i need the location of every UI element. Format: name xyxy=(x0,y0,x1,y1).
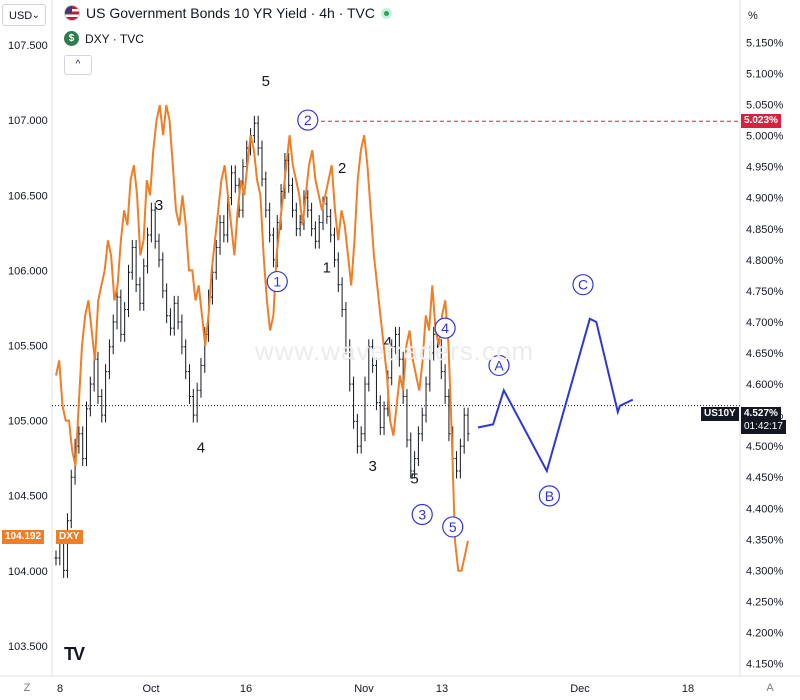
right-axis-tick-label: 5.000% xyxy=(746,131,784,143)
target-price-badge: 5.023% xyxy=(741,114,781,129)
wave-circle-marker xyxy=(572,274,594,296)
wave-circle-label: C xyxy=(578,277,588,293)
right-axis-tick-label: 4.500% xyxy=(746,441,784,453)
wave-circle-marker xyxy=(442,516,464,538)
left-axis-tick-label: 107.000 xyxy=(8,115,48,127)
wave-circle-label: A xyxy=(494,357,504,373)
right-axis-tick-label: 4.800% xyxy=(746,255,784,267)
wave-circle-marker xyxy=(266,270,288,293)
right-axis-tick-label: 4.700% xyxy=(746,317,784,329)
right-axis-tick-label: 4.400% xyxy=(746,503,784,515)
time-axis-tick-label: Nov xyxy=(354,683,374,695)
projection-wave-path xyxy=(477,317,634,474)
watermark: www.wavetraders.com xyxy=(255,336,535,366)
zoom-icon: Z xyxy=(23,682,31,694)
right-axis-tick-label: 4.450% xyxy=(746,472,784,484)
right-axis-tick-label: 4.950% xyxy=(746,162,784,174)
tradingview-logo[interactable]: TV xyxy=(64,644,85,665)
market-status-icon xyxy=(380,7,392,19)
wave-circle-label: 3 xyxy=(418,507,426,523)
wave-circle-marker xyxy=(434,317,456,339)
wave-count-label: 4 xyxy=(197,439,205,456)
main-series-title: US Government Bonds 10 YR Yield · 4h · T… xyxy=(86,5,375,21)
currency-selector[interactable]: USD ⌄ xyxy=(2,4,46,26)
left-axis-tick-label: 104.500 xyxy=(8,491,48,503)
dxy-symbol-badge: DXY xyxy=(56,530,83,544)
auto-scale-icon: A xyxy=(766,682,774,694)
dxy-last-value-badge: 104.192 xyxy=(2,530,45,544)
time-axis-tick-label: 18 xyxy=(682,683,694,695)
main-series-legend[interactable]: US Government Bonds 10 YR Yield · 4h · T… xyxy=(64,5,392,21)
currency-label: USD xyxy=(9,10,33,22)
wave-count-label: 1 xyxy=(323,259,331,276)
left-axis-tick-label: 106.500 xyxy=(8,190,48,202)
time-axis-tick-label: 16 xyxy=(240,683,252,695)
chevron-down-icon: ⌄ xyxy=(31,10,40,21)
wave-circle-marker xyxy=(488,354,510,377)
logo-text: TV xyxy=(64,644,85,664)
right-axis-tick-label: 5.150% xyxy=(746,37,784,49)
compare-series-title: DXY · TVC xyxy=(85,31,144,46)
right-axis-tick-label: 4.200% xyxy=(746,628,784,640)
yield-symbol-badge: US10Y xyxy=(701,407,739,421)
wave-circle-label: 2 xyxy=(304,112,312,128)
wave-circle-label: 5 xyxy=(449,519,457,535)
percent-label: % xyxy=(748,10,758,22)
yield-last-value-badge: 4.527% xyxy=(741,407,781,421)
time-axis-tick-label: 8 xyxy=(57,683,63,695)
right-axis-tick-label: 4.150% xyxy=(746,659,784,671)
left-axis-tick-label: 104.000 xyxy=(8,566,48,578)
right-axis-tick-label: 4.750% xyxy=(746,286,784,298)
time-axis-tick-label: 13 xyxy=(436,683,448,695)
wave-count-label: 4 xyxy=(384,334,392,351)
zoom-toggle-button[interactable]: Z xyxy=(18,679,36,697)
wave-count-label: 2 xyxy=(338,160,346,177)
right-axis-tick-label: 4.250% xyxy=(746,596,784,608)
left-axis-tick-label: 103.500 xyxy=(8,641,48,653)
wave-count-label: 5 xyxy=(262,73,270,90)
bar-countdown-badge: 01:42:17 xyxy=(741,420,786,434)
compare-series-legend[interactable]: $ DXY · TVC xyxy=(64,31,144,46)
auto-scale-button[interactable]: A xyxy=(761,679,779,697)
right-axis-tick-label: 4.350% xyxy=(746,534,784,546)
dollar-icon: $ xyxy=(64,31,79,46)
wave-circle-marker xyxy=(411,503,433,526)
left-axis-tick-label: 105.500 xyxy=(8,340,48,352)
time-axis-tick-label: Dec xyxy=(570,683,590,695)
wave-count-label: 3 xyxy=(368,458,376,475)
wave-circle-label: B xyxy=(545,488,554,504)
right-axis-tick-label: 4.300% xyxy=(746,565,784,577)
wave-count-label: 3 xyxy=(155,197,163,214)
percent-scale-button[interactable]: % xyxy=(742,5,786,27)
chevron-up-icon: ^ xyxy=(75,59,81,70)
left-axis-tick-label: 106.000 xyxy=(8,265,48,277)
left-axis-tick-label: 107.500 xyxy=(8,40,48,52)
right-axis-tick-label: 4.900% xyxy=(746,193,784,205)
right-axis-tick-label: 4.650% xyxy=(746,348,784,360)
wave-circle-marker xyxy=(538,485,561,507)
us-flag-icon xyxy=(64,5,80,21)
wave-circle-label: 4 xyxy=(441,320,449,336)
collapse-legend-button[interactable]: ^ xyxy=(64,55,92,75)
wave-circle-marker xyxy=(297,109,319,131)
left-axis-tick-label: 105.000 xyxy=(8,416,48,428)
right-axis-tick-label: 5.050% xyxy=(746,100,784,112)
right-axis-tick-label: 4.850% xyxy=(746,224,784,236)
wave-count-label: 5 xyxy=(410,470,418,487)
wave-circle-label: 1 xyxy=(273,274,281,290)
right-axis-tick-label: 4.600% xyxy=(746,379,784,391)
right-axis-tick-label: 5.100% xyxy=(746,68,784,80)
dxy-series-line xyxy=(55,104,469,572)
time-axis-tick-label: Oct xyxy=(142,683,159,695)
